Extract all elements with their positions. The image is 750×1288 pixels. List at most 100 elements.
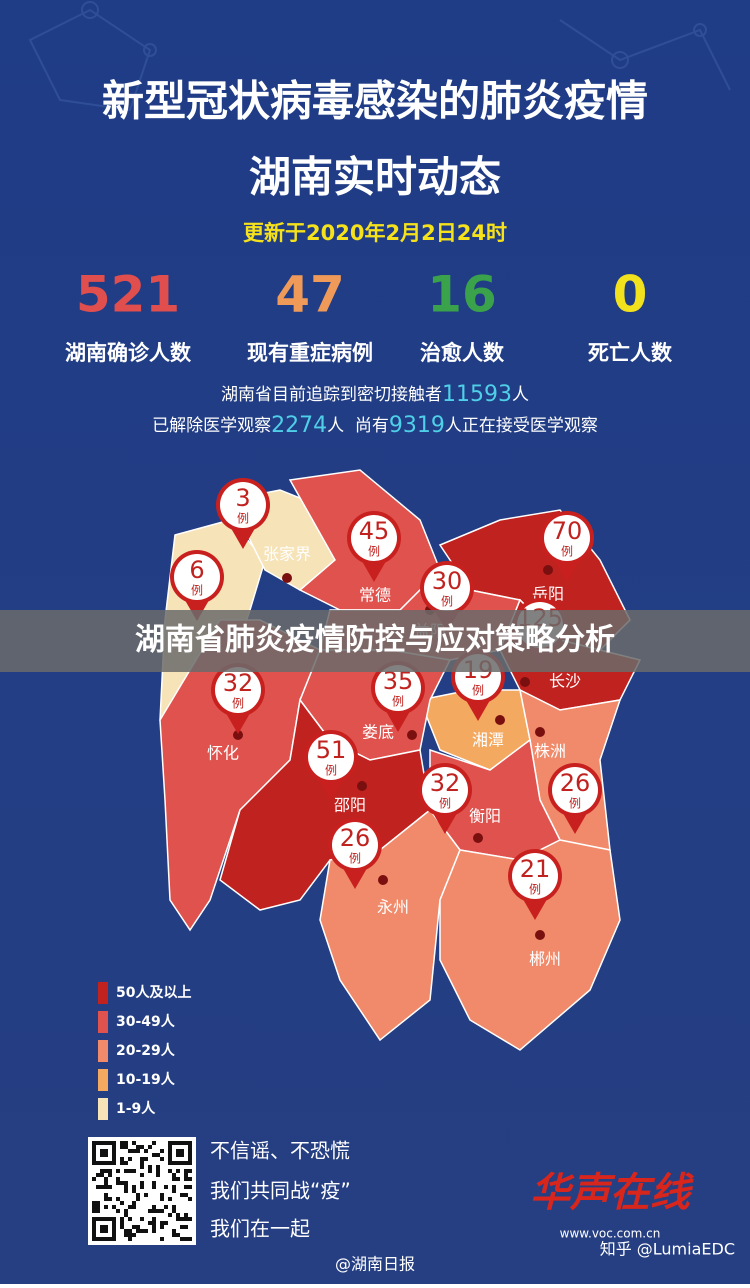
qr-module	[124, 1185, 128, 1189]
qr-module	[140, 1217, 144, 1221]
qr-module	[160, 1209, 164, 1213]
case-unit: 例	[561, 545, 573, 559]
source: @湖南日报	[335, 1255, 415, 1274]
qr-module	[176, 1169, 180, 1173]
qr-module	[152, 1229, 156, 1233]
legend-swatch	[98, 982, 108, 1004]
pin-face	[422, 767, 468, 813]
qr-module	[124, 1189, 128, 1193]
case-unit: 例	[325, 764, 337, 778]
stat-label: 治愈人数	[420, 341, 505, 365]
qr-module	[148, 1145, 152, 1149]
qr-module	[168, 1197, 172, 1201]
case-count: 32	[430, 769, 461, 797]
banner-bg	[0, 610, 750, 672]
contacts-line1: 湖南省目前追踪到密切接触者11593人	[221, 382, 529, 407]
case-unit: 例	[441, 595, 453, 609]
qr-module	[156, 1173, 160, 1177]
case-count: 21	[520, 855, 551, 883]
case-count: 51	[316, 736, 347, 764]
qr-module	[124, 1141, 128, 1145]
case-unit: 例	[191, 584, 203, 598]
stat-value: 16	[427, 266, 497, 324]
city-name: 株洲	[534, 742, 566, 761]
qr-module	[140, 1157, 144, 1161]
case-count: 30	[432, 567, 463, 595]
qr-module	[184, 1193, 188, 1197]
qr-module	[116, 1197, 120, 1201]
legend-label: 20-29人	[116, 1042, 176, 1059]
qr-module	[104, 1177, 108, 1181]
number: 11593	[442, 382, 512, 407]
qr-module	[144, 1193, 148, 1197]
qr-module	[96, 1173, 100, 1177]
qr-module	[156, 1153, 160, 1157]
qr-module	[152, 1225, 156, 1229]
city-dot	[233, 730, 243, 740]
legend-swatch	[98, 1011, 108, 1033]
qr-module	[172, 1173, 176, 1177]
case-unit: 例	[569, 797, 581, 811]
qr-module	[184, 1177, 188, 1181]
legend-swatch	[98, 1098, 108, 1120]
qr-module	[136, 1197, 140, 1201]
case-count: 26	[560, 769, 591, 797]
qr-module	[132, 1189, 136, 1193]
city-name: 郴州	[529, 950, 561, 969]
city-dot	[407, 730, 417, 740]
qr-module	[136, 1149, 140, 1153]
qr-module	[120, 1217, 124, 1221]
number: 2274	[271, 413, 327, 438]
qr-module	[140, 1173, 144, 1177]
qr-module	[124, 1209, 128, 1213]
qr-module	[120, 1145, 124, 1149]
qr-module	[168, 1213, 172, 1217]
case-unit: 例	[529, 883, 541, 897]
qr-module	[160, 1149, 164, 1153]
city-name: 邵阳	[334, 796, 366, 815]
update-time: 更新于2020年2月2日24时	[243, 221, 507, 245]
qr-module	[184, 1173, 188, 1177]
qr-module	[100, 1185, 104, 1189]
text: 湖南省目前追踪到密切接触者	[221, 385, 442, 405]
qr-module	[104, 1169, 108, 1173]
city-dot	[535, 727, 545, 737]
qr-module	[124, 1233, 128, 1237]
qr-module	[184, 1213, 188, 1217]
qr-module	[116, 1177, 120, 1181]
title: 新型冠状病毒感染的肺炎疫情	[102, 77, 648, 126]
pin-face	[332, 822, 378, 868]
city-dot	[543, 565, 553, 575]
qr-module	[132, 1185, 136, 1189]
stats: 521 湖南确诊人数 47 现有重症病例 16 治愈人数 0 死亡人数	[65, 266, 673, 366]
qr-module	[164, 1185, 168, 1189]
case-unit: 例	[368, 545, 380, 559]
qr-module	[144, 1157, 148, 1161]
qr-module	[128, 1149, 132, 1153]
stat-label: 现有重症病例	[247, 341, 373, 365]
qr-finder	[100, 1149, 108, 1157]
qr-module	[184, 1237, 188, 1241]
qr-module	[116, 1169, 120, 1173]
city-dot	[520, 677, 530, 687]
qr-module	[140, 1145, 144, 1149]
case-count: 6	[189, 556, 204, 584]
qr-finder	[100, 1225, 108, 1233]
pin-face	[544, 515, 590, 561]
qr-module	[132, 1149, 136, 1153]
slogan: 我们共同战“疫”	[210, 1179, 351, 1203]
text: 人正在接受医学观察	[445, 416, 598, 436]
qr-module	[136, 1145, 140, 1149]
qr-module	[140, 1229, 144, 1233]
pin-face	[375, 665, 421, 711]
qr-module	[152, 1209, 156, 1213]
qr-module	[144, 1229, 148, 1233]
qr-module	[128, 1237, 132, 1241]
qr-module	[160, 1197, 164, 1201]
city-name: 常德	[359, 586, 391, 605]
qr-module	[124, 1229, 128, 1233]
qr-module	[160, 1237, 164, 1241]
qr-module	[92, 1177, 96, 1181]
qr-module	[128, 1205, 132, 1209]
qr-module	[152, 1153, 156, 1157]
